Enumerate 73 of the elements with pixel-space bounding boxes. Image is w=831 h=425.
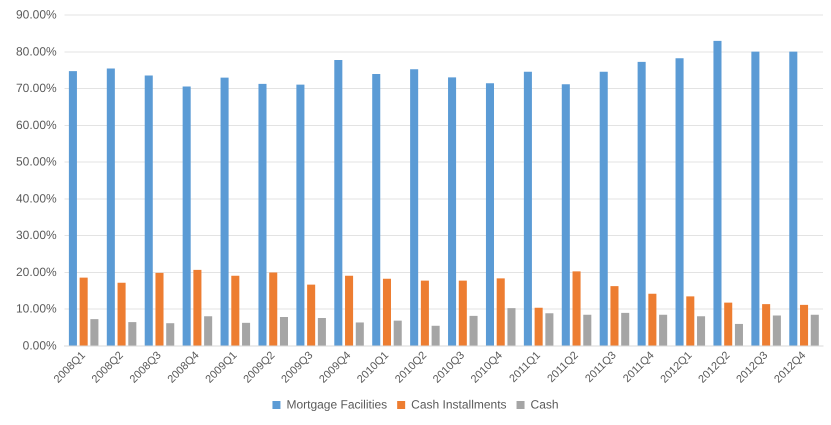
bar [496,278,505,346]
bar [193,270,202,346]
bar [762,304,770,346]
bar [458,280,467,346]
bar [269,272,278,346]
bar [204,316,212,346]
y-tick-label: 60.00% [16,118,58,132]
bar [80,278,88,346]
bar [583,314,592,346]
bar [296,84,304,346]
y-tick-label: 40.00% [16,191,58,206]
bar [258,84,267,346]
bar [724,302,732,346]
bar [182,86,191,346]
bar [562,84,570,346]
bar [144,75,153,346]
bar [524,72,532,346]
bar [220,78,229,346]
bar [68,71,77,346]
bar [572,271,581,346]
bar [772,315,781,346]
bar [621,312,630,346]
bar [118,282,126,346]
bar [486,83,494,346]
bar [810,314,819,346]
bar [600,72,608,346]
bar [382,278,392,346]
bar [334,60,342,346]
y-tick-label: 10.00% [16,302,58,316]
bar [734,324,743,346]
bar [610,286,618,346]
bar [789,52,798,346]
bar [280,316,288,346]
bar [356,322,364,346]
y-tick-label: 80.00% [16,44,58,58]
bar [231,276,240,346]
bar [545,313,554,346]
bar [345,276,354,346]
bar [676,58,684,346]
bar [372,74,380,346]
bar [420,280,429,346]
bar [800,304,808,346]
bar [166,323,174,346]
legend-label: Cash [530,397,559,412]
bar [697,316,706,346]
bar [242,322,250,346]
bar [90,319,98,346]
bar [648,294,656,346]
bar [470,316,478,346]
bar [432,326,440,346]
bar [638,62,646,346]
bar [659,314,668,346]
bar [318,318,326,346]
legend-label: Mortgage Facilities [286,397,388,412]
bar [307,284,316,346]
bar [713,40,722,346]
y-tick-label: 20.00% [16,264,58,279]
y-tick-label: 90.00% [16,8,58,22]
bar [394,320,402,346]
y-tick-label: 30.00% [16,228,58,242]
bar [448,77,456,346]
bar [686,296,694,346]
bar [534,308,543,346]
bar [128,322,136,346]
bar [410,69,418,346]
legend-label: Cash Installments [411,397,507,412]
bar [155,272,164,346]
y-tick-label: 0.00% [22,338,58,352]
y-tick-label: 50.00% [16,154,58,169]
y-tick-label: 70.00% [16,81,58,96]
bar [507,308,516,346]
bar [751,52,760,346]
bar [106,68,115,346]
